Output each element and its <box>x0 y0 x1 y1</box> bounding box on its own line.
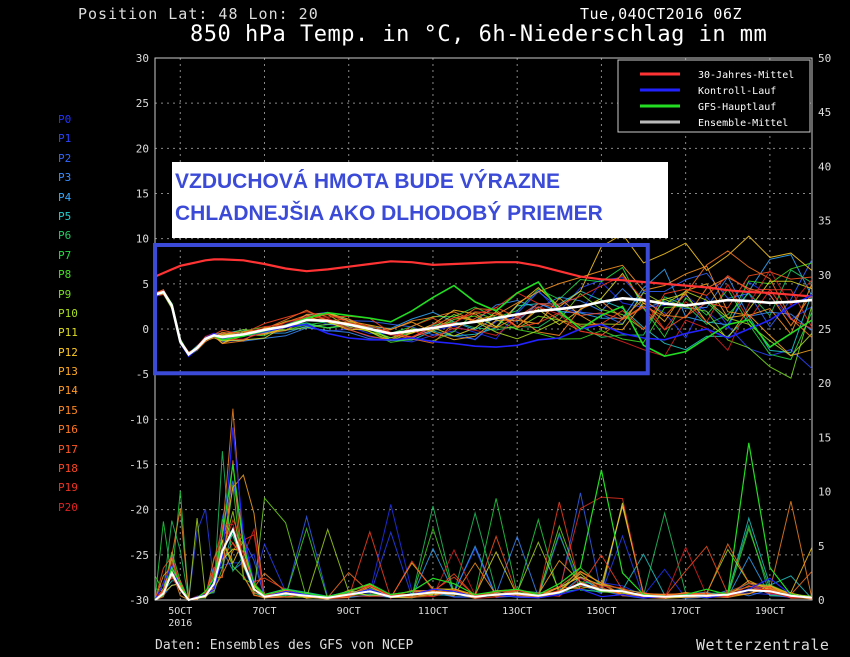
highlight-box <box>153 242 650 376</box>
member-label-p20: P20 <box>58 500 78 514</box>
member-label-p8: P8 <box>58 268 72 282</box>
y-tick-right-label: 5 <box>818 540 825 553</box>
y-tick-right-label: 50 <box>818 52 831 65</box>
y-tick-right-label: 0 <box>818 594 825 607</box>
member-label-p15: P15 <box>58 403 78 417</box>
y-tick-right-label: 15 <box>818 431 831 444</box>
member-label-p1: P1 <box>58 132 72 146</box>
ensemble-member-list: P0 P1 P2 P3 P4 P5 P6 P7 P8 P9 P10 P11 P12 P13 P14 P15 P1… <box>58 110 78 517</box>
y-tick-right-label: 35 <box>818 215 831 228</box>
member-label-p0: P0 <box>58 113 72 126</box>
y-tick-right-label: 10 <box>818 486 831 499</box>
temp-line-ensemble-mittel <box>154 290 813 357</box>
chart-title: 850 hPa Temp. in °C, 6h-Niederschlag in … <box>190 22 768 47</box>
member-precip-line-p18 <box>154 501 813 601</box>
member-label-p6: P6 <box>58 229 72 243</box>
y-tick-right-label: 30 <box>818 269 831 282</box>
date-text: Tue,04OCT2016 06Z <box>580 5 743 23</box>
y-tick-left-label: 15 <box>136 188 149 201</box>
x-tick-label: 19OCT <box>755 606 785 617</box>
x-tick-label: 5OCT <box>168 606 192 617</box>
x-tick-label: 13OCT <box>502 606 532 617</box>
y-tick-left-label: -15 <box>129 459 149 472</box>
y-tick-right-label: 25 <box>818 323 831 336</box>
member-label-p19: P19 <box>58 481 78 495</box>
position-text: Position Lat: 48 Lon: 20 <box>78 5 319 23</box>
y-tick-right-label: 40 <box>818 160 831 173</box>
member-label-p11: P11 <box>58 326 78 340</box>
member-label-p13: P13 <box>58 365 78 379</box>
y-tick-left-label: 5 <box>142 278 149 291</box>
temp-line-30-jahres-mittel <box>154 258 813 298</box>
member-temp-line-p20 <box>154 269 813 357</box>
annotation-line-1: VZDUCHOVÁ HMOTA BUDE VÝRAZNE <box>175 170 561 193</box>
legend-label: GFS-Hauptlauf <box>698 102 776 113</box>
member-label-p5: P5 <box>58 209 72 223</box>
annotation-line-2: CHLADNEJŠIA AKO DLHODOBÝ PRIEMER <box>175 202 603 225</box>
member-label-p14: P14 <box>58 384 78 398</box>
y-tick-left-label: -30 <box>129 594 149 607</box>
legend-box <box>617 59 811 133</box>
x-tick-label: 15OCT <box>586 606 616 617</box>
member-label-p4: P4 <box>58 190 72 204</box>
y-tick-right-label: 20 <box>818 377 831 390</box>
y-tick-left-label: -20 <box>129 504 149 517</box>
y-tick-left-label: -25 <box>129 549 149 562</box>
x-tick-label: 11OCT <box>418 606 448 617</box>
y-tick-left-label: 30 <box>136 52 149 65</box>
member-label-p7: P7 <box>58 248 72 262</box>
legend: 30-Jahres-Mittel Kontroll-Lauf GFS-Hauptla… <box>617 59 811 133</box>
member-label-p17: P17 <box>58 442 78 456</box>
legend-label: Ensemble-Mittel <box>698 118 788 129</box>
member-label-p9: P9 <box>58 287 72 301</box>
y-tick-left-label: 20 <box>136 142 149 155</box>
member-label-p16: P16 <box>58 423 78 437</box>
x-tick-label: 17OCT <box>671 606 701 617</box>
precip-line-ensemble-mittel <box>154 526 813 602</box>
data-source-text: Daten: Ensembles des GFS von NCEP <box>155 638 414 653</box>
y-tick-left-label: 10 <box>136 233 149 246</box>
y-tick-right-label: 45 <box>818 106 831 119</box>
x-tick-label: 7OCT <box>252 606 276 617</box>
y-tick-left-label: 0 <box>142 323 149 336</box>
member-label-p12: P12 <box>58 345 78 359</box>
x-tick-sublabel: 2016 <box>168 618 192 629</box>
series-lines <box>154 258 813 602</box>
legend-label: 30-Jahres-Mittel <box>698 70 794 81</box>
member-label-p10: P10 <box>58 306 78 320</box>
brand-text: Wetterzentrale <box>696 636 830 654</box>
member-label-p3: P3 <box>58 171 72 185</box>
y-tick-left-label: 25 <box>136 97 149 110</box>
legend-label: Kontroll-Lauf <box>698 86 776 97</box>
member-label-p2: P2 <box>58 151 72 165</box>
y-tick-left-label: -5 <box>136 368 149 381</box>
x-tick-label: 9OCT <box>337 606 361 617</box>
member-label-p18: P18 <box>58 462 78 476</box>
annotation-box: VZDUCHOVÁ HMOTA BUDE VÝRAZNE CHLADNEJŠIA… <box>172 162 668 238</box>
y-tick-left-label: -10 <box>129 413 149 426</box>
